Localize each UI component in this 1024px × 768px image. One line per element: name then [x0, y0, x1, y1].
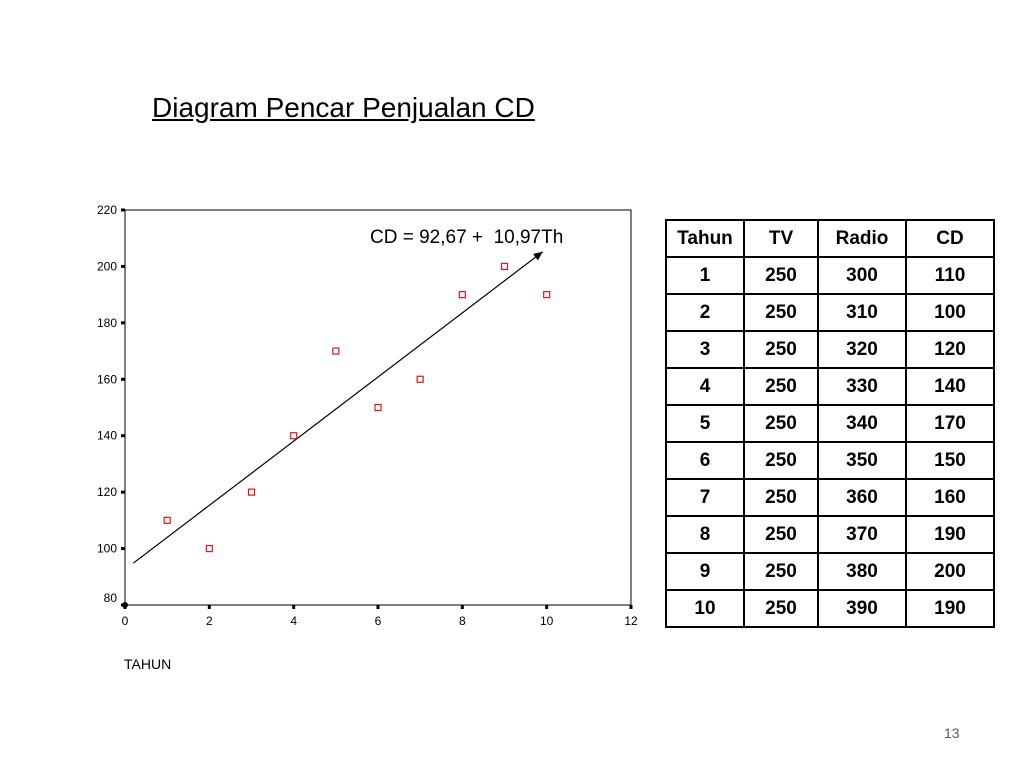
table-row: 3 250 320 120 [665, 330, 995, 369]
data-point [247, 488, 256, 496]
y-axis: 80 100 120 140 160 180 200 220 [97, 203, 125, 607]
y-tick-label: 80 [104, 591, 118, 605]
table-cell: 170 [905, 404, 995, 443]
table-row: 8 250 370 190 [665, 515, 995, 554]
data-point [332, 347, 340, 355]
data-points [163, 262, 551, 553]
table-row: 2 250 310 100 [665, 293, 995, 332]
table-cell: 250 [743, 515, 819, 554]
trendline-group [133, 251, 544, 564]
table-cell: 3 [665, 330, 745, 369]
table-row: 9 250 380 200 [665, 552, 995, 591]
table-cell: 250 [743, 293, 819, 332]
table-cell: 250 [743, 256, 819, 295]
data-point [500, 262, 509, 271]
x-tick-label: 4 [290, 614, 297, 628]
trendline-arrowhead [533, 251, 543, 261]
x-tick-label: 0 [122, 614, 129, 628]
data-point [374, 403, 382, 412]
data-point [205, 544, 213, 553]
table-cell: 310 [817, 293, 907, 332]
table-cell: 370 [817, 515, 907, 554]
table-cell: 360 [817, 478, 907, 517]
data-point [416, 375, 424, 383]
table-row: 10 250 390 190 [665, 589, 995, 628]
y-tick-label: 160 [97, 372, 117, 386]
table-cell: 250 [743, 441, 819, 480]
table-header-row: Tahun TV Radio CD [665, 219, 995, 258]
table-cell: 250 [743, 478, 819, 517]
table-cell: 250 [743, 552, 819, 591]
table-cell: 5 [665, 404, 745, 443]
data-point [458, 291, 466, 299]
table-cell: 7 [665, 478, 745, 517]
table-header-tv: TV [743, 219, 819, 258]
x-tick-label: 8 [459, 614, 466, 628]
table-cell: 9 [665, 552, 745, 591]
table-cell: 250 [743, 330, 819, 369]
table-cell: 4 [665, 367, 745, 406]
table-cell: 320 [817, 330, 907, 369]
x-tick-label: 2 [206, 614, 213, 628]
table-cell: 390 [817, 589, 907, 628]
table-row: 6 250 350 150 [665, 441, 995, 480]
data-point [543, 291, 551, 299]
table-cell: 190 [905, 515, 995, 554]
data-point [290, 432, 298, 440]
x-tick-label: 12 [624, 614, 638, 628]
y-tick-label: 180 [97, 316, 117, 330]
table-cell: 340 [817, 404, 907, 443]
table-cell: 120 [905, 330, 995, 369]
y-tick-label: 140 [97, 429, 117, 443]
table-cell: 1 [665, 256, 745, 295]
table-cell: 150 [905, 441, 995, 480]
table-row: 5 250 340 170 [665, 404, 995, 443]
slide-title: Diagram Pencar Penjualan CD [152, 92, 535, 123]
table-cell: 2 [665, 293, 745, 332]
table-header-cd: CD [905, 219, 995, 258]
table-cell: 110 [905, 256, 995, 295]
table-cell: 160 [905, 478, 995, 517]
y-tick-label: 120 [97, 485, 117, 499]
table-cell: 10 [665, 589, 745, 628]
table-header-tahun: Tahun [665, 219, 745, 258]
sales-table: Tahun TV Radio CD 1 250 300 110 2 250 310 100 3 250 3… [665, 219, 995, 628]
table-cell: 380 [817, 552, 907, 591]
table-cell: 200 [905, 552, 995, 591]
table-cell: 100 [905, 293, 995, 332]
data-point [163, 516, 171, 524]
table-cell: 300 [817, 256, 907, 295]
trendline-equation: CD = 92,67 + 10,97Th [370, 227, 563, 248]
x-axis: 0 2 4 6 8 10 12 [122, 605, 638, 628]
x-tick-label: 10 [540, 614, 554, 628]
table-cell: 6 [665, 441, 745, 480]
table-cell: 330 [817, 367, 907, 406]
y-tick-label: 220 [97, 203, 117, 217]
table-cell: 250 [743, 404, 819, 443]
table-cell: 250 [743, 367, 819, 406]
table-cell: 140 [905, 367, 995, 406]
table-cell: 8 [665, 515, 745, 554]
table-row: 1 250 300 110 [665, 256, 995, 295]
table-body: 1 250 300 110 2 250 310 100 3 250 320 120 4 250 330 140… [665, 256, 995, 628]
x-tick-label: 6 [375, 614, 382, 628]
plot-frame [122, 209, 632, 608]
plot-border [124, 209, 632, 606]
y-tick-label: 200 [97, 259, 117, 273]
table-cell: 350 [817, 441, 907, 480]
table-header-radio: Radio [817, 219, 907, 258]
table-row: 7 250 360 160 [665, 478, 995, 517]
trendline [133, 251, 544, 564]
table-cell: 250 [743, 589, 819, 628]
x-axis-label: TAHUN [124, 656, 171, 672]
table-cell: 190 [905, 589, 995, 628]
page-number: 13 [944, 725, 960, 741]
table-row: 4 250 330 140 [665, 367, 995, 406]
y-tick-label: 100 [97, 542, 117, 556]
